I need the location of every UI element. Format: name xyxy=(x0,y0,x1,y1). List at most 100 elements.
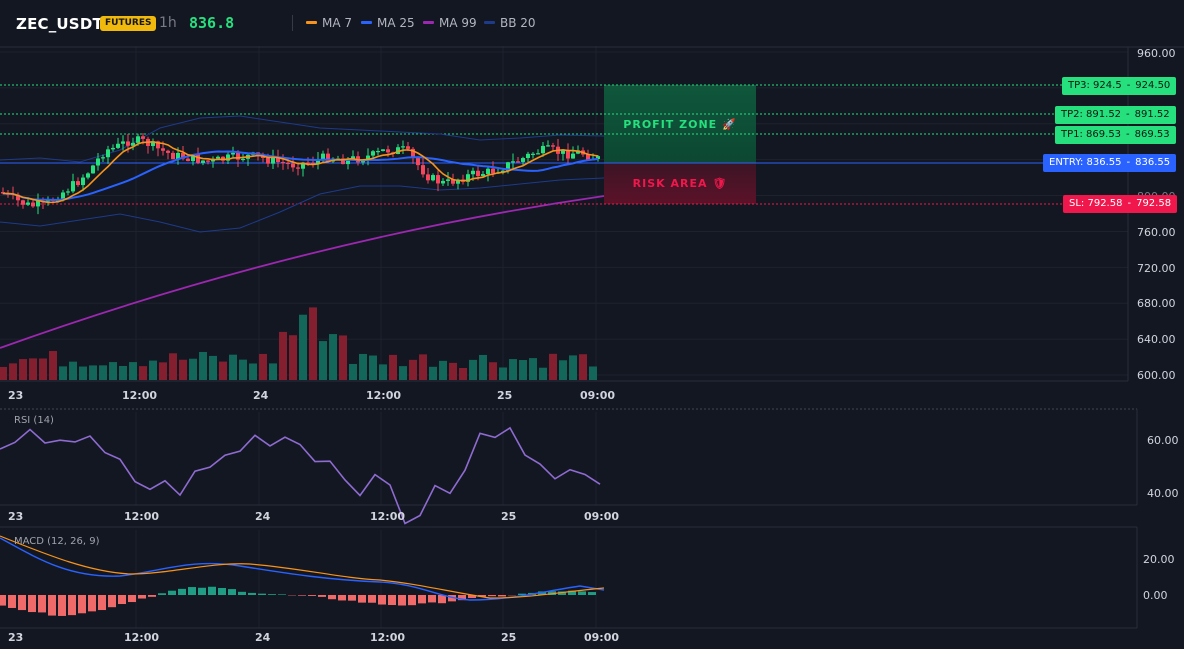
candle xyxy=(291,163,295,168)
macd-histogram-bar xyxy=(368,595,376,603)
macd-histogram-bar xyxy=(128,595,136,603)
candle xyxy=(446,179,450,181)
candle xyxy=(301,162,305,169)
macd-histogram-bar xyxy=(488,595,496,597)
macd-histogram-bar xyxy=(578,591,586,595)
legend-ma25[interactable]: MA 25 xyxy=(361,16,415,30)
volume-bar xyxy=(589,366,597,380)
macd-histogram-bar xyxy=(208,586,216,595)
timeframe-selector[interactable]: 1h xyxy=(159,15,177,31)
candle xyxy=(441,180,445,184)
volume-bar xyxy=(259,353,267,380)
candle xyxy=(156,141,160,149)
tp1-label: TP1: 869.53 xyxy=(1061,129,1122,140)
tp3-label: TP3: 924.5 xyxy=(1068,80,1122,91)
legend-ma7[interactable]: MA 7 xyxy=(306,16,352,30)
candle xyxy=(126,141,130,146)
legend-label: MA 7 xyxy=(322,16,353,30)
ma99-swatch xyxy=(423,21,434,24)
macd-time-tick: 23 xyxy=(8,631,24,644)
entry-value: 836.55 xyxy=(1135,157,1171,168)
candle xyxy=(551,145,555,147)
volume-bar xyxy=(179,359,187,380)
candle xyxy=(386,149,390,153)
macd-time-tick: 25 xyxy=(501,631,517,644)
volume-bar xyxy=(339,335,347,380)
candle xyxy=(26,202,30,205)
volume-bar xyxy=(129,362,137,380)
macd-histogram-bar xyxy=(58,595,66,616)
volume-bar xyxy=(9,363,17,380)
macd-histogram-bar xyxy=(588,592,596,595)
price-tick: 760.00 xyxy=(1137,226,1176,239)
volume-bar xyxy=(509,359,517,380)
macd-histogram-bar xyxy=(88,595,96,612)
candle xyxy=(326,153,330,162)
volume-bar xyxy=(359,353,367,380)
candle xyxy=(86,173,90,178)
volume-bar xyxy=(479,354,487,380)
candle xyxy=(16,194,20,201)
volume-bar xyxy=(279,331,287,380)
tp2-value: 891.52 xyxy=(1134,109,1170,120)
macd-histogram-bar xyxy=(458,595,466,601)
rsi-time-tick: 23 xyxy=(8,510,24,523)
candle xyxy=(116,143,120,148)
candle xyxy=(201,160,205,163)
candle xyxy=(76,181,80,186)
macd-histogram-bar xyxy=(308,595,316,596)
volume-bar xyxy=(309,307,317,380)
tp1-tag[interactable]: TP1: 869.53-869.53 xyxy=(1055,126,1176,144)
time-tick: 09:00 xyxy=(580,389,616,402)
candle xyxy=(491,168,495,174)
sl-tag[interactable]: SL: 792.58-792.58 xyxy=(1063,195,1178,213)
volume-bar xyxy=(199,351,207,380)
macd-histogram-bar xyxy=(298,595,306,596)
candle xyxy=(66,191,70,193)
macd-histogram-bar xyxy=(188,587,196,595)
volume-bar xyxy=(109,362,117,380)
rsi-label: RSI (14) xyxy=(14,415,54,426)
volume-bar xyxy=(569,355,577,380)
time-tick: 23 xyxy=(8,389,24,402)
legend-label: MA 25 xyxy=(377,16,415,30)
time-tick: 12:00 xyxy=(366,389,402,402)
candle xyxy=(506,162,510,171)
volume-bar xyxy=(399,366,407,380)
candle xyxy=(351,156,355,159)
volume-bar xyxy=(39,358,47,380)
volume-bar xyxy=(429,366,437,380)
legend-bb20[interactable]: BB 20 xyxy=(484,16,536,30)
candle xyxy=(151,141,155,146)
tp3-value: 924.50 xyxy=(1135,80,1171,91)
rsi-time-tick: 12:00 xyxy=(370,510,406,523)
candle xyxy=(381,149,385,152)
ma25-line xyxy=(2,150,599,201)
candle xyxy=(541,145,545,154)
entry-tag[interactable]: ENTRY: 836.55-836.55 xyxy=(1043,154,1177,172)
legend-ma99[interactable]: MA 99 xyxy=(423,16,477,30)
price-tick: 960.00 xyxy=(1137,47,1176,60)
tp3-tag[interactable]: TP3: 924.5-924.50 xyxy=(1062,77,1177,95)
candle xyxy=(81,177,85,186)
volume-bar xyxy=(219,361,227,380)
candle xyxy=(486,168,490,175)
candle xyxy=(96,158,100,166)
macd-histogram-bar xyxy=(548,591,556,595)
ma25-swatch xyxy=(361,21,372,24)
macd-histogram-bar xyxy=(538,591,546,595)
macd-label: MACD (12, 26, 9) xyxy=(14,536,100,547)
volume-bar xyxy=(209,355,217,380)
candle xyxy=(226,154,230,161)
candle xyxy=(436,175,440,184)
volume-bar xyxy=(169,353,177,380)
candle xyxy=(516,161,520,163)
candle xyxy=(136,136,140,143)
rsi-tick: 40.00 xyxy=(1147,487,1179,500)
tp2-tag[interactable]: TP2: 891.52-891.52 xyxy=(1055,106,1176,124)
symbol-name[interactable]: ZEC_USDT xyxy=(16,15,103,33)
candle xyxy=(426,174,430,181)
volume-bar xyxy=(369,355,377,380)
